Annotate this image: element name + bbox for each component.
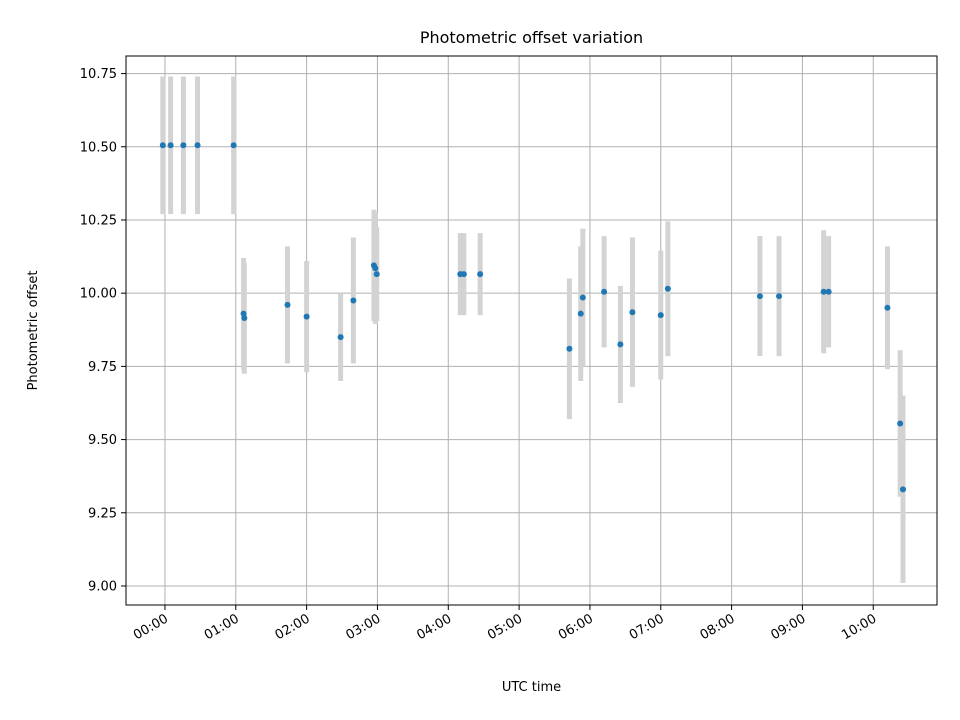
x-tick-label: 08:00 — [698, 611, 738, 643]
data-point — [566, 345, 573, 352]
data-point — [664, 285, 671, 292]
data-point — [825, 288, 832, 295]
x-tick-label: 02:00 — [273, 611, 313, 643]
x-tick-label: 07:00 — [627, 611, 667, 643]
errorbar-layer — [160, 76, 906, 584]
data-point — [460, 271, 467, 278]
x-tick-label: 04:00 — [414, 611, 454, 643]
data-point — [657, 312, 664, 319]
x-tick-label: 05:00 — [485, 611, 525, 643]
data-point — [303, 313, 310, 320]
x-tick-label: 00:00 — [131, 611, 171, 643]
x-tick-label: 03:00 — [343, 611, 383, 643]
data-point — [756, 293, 763, 300]
y-tick-label: 9.00 — [88, 579, 117, 594]
y-tick-label: 9.50 — [88, 433, 117, 448]
x-tick-label: 06:00 — [556, 611, 596, 643]
data-point — [337, 334, 344, 341]
grid-layer — [126, 56, 937, 605]
data-point — [601, 288, 608, 295]
data-point — [180, 142, 187, 149]
x-tick-label: 10:00 — [839, 611, 879, 643]
data-point — [350, 297, 357, 304]
data-point — [159, 142, 166, 149]
data-point — [629, 309, 636, 316]
y-tick-label: 9.25 — [88, 506, 117, 521]
data-point — [372, 265, 379, 272]
data-point — [820, 288, 827, 295]
data-point — [900, 486, 907, 493]
data-point — [884, 304, 891, 311]
data-point — [230, 142, 237, 149]
data-point — [241, 315, 248, 322]
y-tick-label: 10.75 — [80, 67, 117, 82]
data-point — [776, 293, 783, 300]
data-point — [579, 294, 586, 301]
data-point — [373, 271, 380, 278]
plot-frame — [125, 55, 938, 606]
point-layer — [159, 142, 907, 493]
data-point — [477, 271, 484, 278]
data-point — [284, 301, 291, 308]
chart-title: Photometric offset variation — [420, 28, 643, 47]
data-point — [577, 310, 584, 317]
y-tick-label: 10.50 — [80, 140, 117, 155]
y-tick-label: 10.25 — [80, 213, 117, 228]
x-axis-label: UTC time — [502, 680, 561, 695]
y-tick-label: 10.00 — [80, 287, 117, 302]
x-tick-label: 01:00 — [202, 611, 242, 643]
x-tick-label: 09:00 — [768, 611, 808, 643]
data-point — [897, 420, 904, 427]
data-point — [194, 142, 201, 149]
y-axis-label: Photometric offset — [26, 271, 41, 391]
data-point — [167, 142, 174, 149]
y-tick-label: 9.75 — [88, 360, 117, 375]
data-point — [617, 341, 624, 348]
